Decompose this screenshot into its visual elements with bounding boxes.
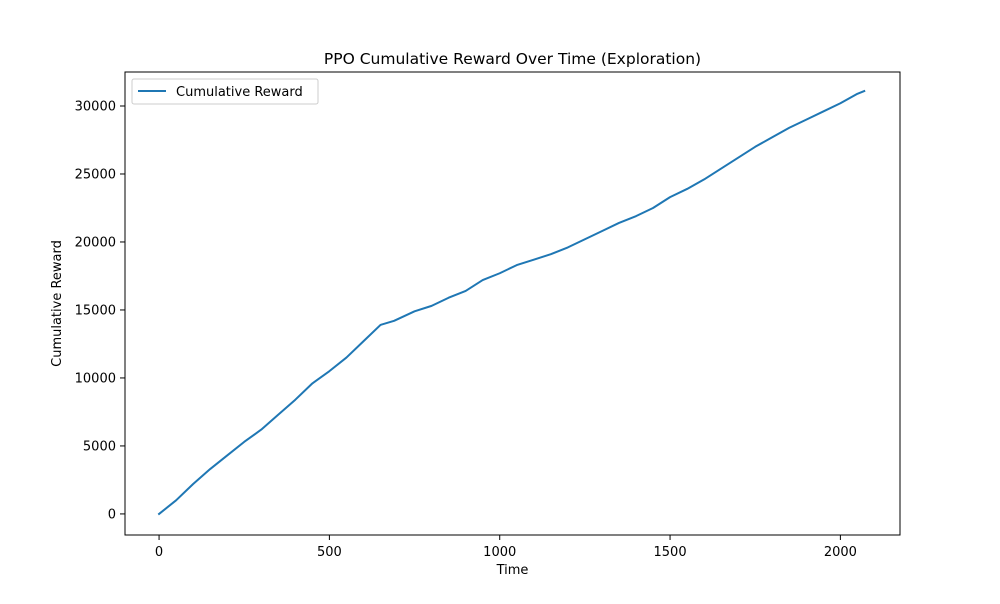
legend: Cumulative Reward [131,78,319,105]
x-tick-label: 0 [155,545,163,560]
chart-title: PPO Cumulative Reward Over Time (Explora… [324,50,701,68]
x-axis-label: Time [496,563,529,578]
y-tick-label: 10000 [75,371,116,386]
y-tick-label: 30000 [75,99,116,114]
x-tick-label: 2000 [824,545,857,560]
y-tick-label: 15000 [75,303,116,318]
plot-series [157,89,866,516]
axis-ticks: 0 500 1000 1500 2000050001000015000200002500… [75,99,857,560]
legend-label: Cumulative Reward [176,85,303,100]
y-tick-label: 5000 [83,439,116,454]
legend-box [131,78,319,105]
y-axis-label: Cumulative Reward [50,240,65,367]
plot-frame [124,71,901,536]
y-tick-label: 25000 [75,167,116,182]
x-tick-label: 1500 [654,545,687,560]
x-tick-label: 1000 [483,545,516,560]
y-tick-label: 0 [108,507,116,522]
y-tick-label: 20000 [75,235,116,250]
series-line-cumulative-reward [157,89,866,516]
x-tick-label: 500 [317,545,342,560]
